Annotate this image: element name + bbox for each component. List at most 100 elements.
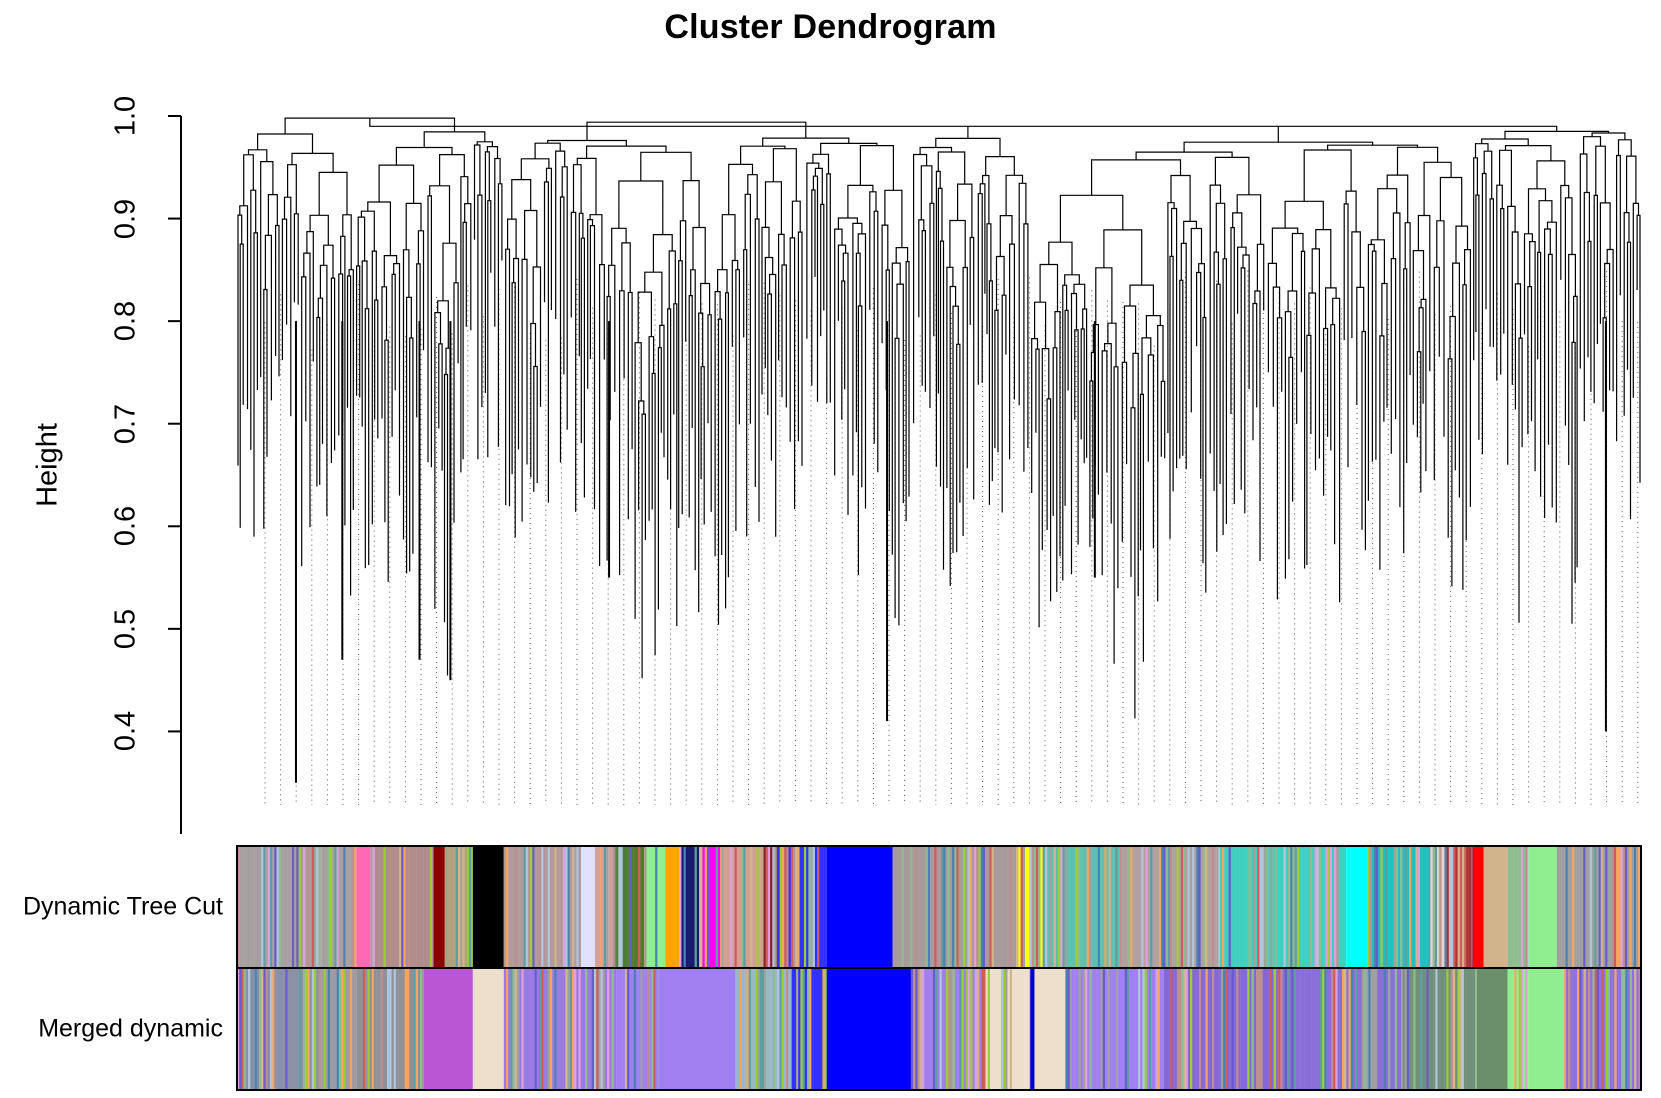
color-stripe — [352, 846, 355, 968]
color-stripe — [650, 846, 654, 968]
color-stripe — [1422, 968, 1425, 1090]
color-stripe — [1211, 846, 1215, 968]
color-stripe — [281, 968, 284, 1090]
color-stripe — [1005, 968, 1008, 1090]
color-stripe — [334, 846, 337, 968]
color-stripe — [1246, 846, 1249, 968]
color-stripe — [1025, 846, 1028, 968]
color-stripe — [952, 968, 956, 1090]
color-stripe — [1390, 968, 1393, 1090]
color-stripe — [287, 968, 290, 1090]
color-stripe — [1420, 846, 1423, 968]
color-stripe — [318, 968, 321, 1090]
color-stripe — [250, 846, 253, 968]
color-stripe — [1470, 846, 1473, 968]
color-stripe — [810, 846, 813, 968]
color-stripe — [618, 846, 621, 968]
color-stripe — [1194, 968, 1197, 1090]
color-stripe — [642, 846, 645, 968]
color-stripe — [1355, 968, 1358, 1090]
color-stripe — [644, 846, 647, 968]
color-stripe — [603, 846, 607, 968]
color-stripe — [770, 968, 774, 1090]
color-stripe — [427, 846, 430, 968]
color-stripe — [696, 846, 700, 968]
color-stripe — [1000, 968, 1004, 1090]
color-stripe — [261, 846, 264, 968]
color-stripe — [316, 968, 319, 1090]
color-stripe — [1240, 968, 1244, 1090]
color-stripe — [569, 968, 573, 1090]
color-stripe — [1270, 846, 1273, 968]
color-stripe — [423, 846, 426, 968]
color-stripe — [616, 968, 619, 1090]
color-stripe — [407, 846, 411, 968]
color-stripe — [980, 846, 984, 968]
color-stripe — [806, 968, 810, 1090]
color-stripe — [444, 846, 448, 968]
color-stripe — [549, 968, 553, 1090]
color-stripe — [1406, 846, 1410, 968]
color-stripe — [1257, 846, 1260, 968]
color-stripe — [412, 846, 415, 968]
color-stripe — [325, 968, 329, 1090]
color-stripe — [1153, 968, 1156, 1090]
color-stripe — [1448, 846, 1452, 968]
color-stripe — [1594, 846, 1597, 968]
color-stripe — [1080, 846, 1083, 968]
color-stripe — [803, 846, 807, 968]
color-stripe — [307, 968, 310, 1090]
color-stripe — [563, 968, 566, 1090]
color-stripe — [1387, 846, 1390, 968]
color-stripe — [571, 968, 575, 1090]
color-stripe — [595, 846, 598, 968]
color-stripe — [609, 968, 612, 1090]
color-stripe — [600, 968, 603, 1090]
color-stripe — [1169, 846, 1173, 968]
color-stripe — [1058, 846, 1061, 968]
color-stripe — [1616, 968, 1619, 1090]
color-stripe — [1398, 846, 1401, 968]
color-stripe — [265, 968, 268, 1090]
color-stripe — [1629, 846, 1632, 968]
color-stripe — [1556, 846, 1560, 968]
color-stripe — [1345, 846, 1347, 968]
color-stripe — [1018, 846, 1021, 968]
color-stripe — [1122, 968, 1125, 1090]
color-stripe — [1443, 846, 1445, 968]
module-color-bars — [236, 845, 1642, 1091]
color-stripe — [543, 846, 546, 968]
color-stripe — [283, 846, 286, 968]
color-stripe — [1474, 968, 1477, 1090]
color-stripe — [1102, 846, 1105, 968]
color-stripe — [692, 846, 695, 968]
color-stripe — [349, 846, 353, 968]
color-stripe — [1216, 846, 1219, 968]
color-stripe — [1250, 846, 1253, 968]
color-stripe — [622, 968, 626, 1090]
color-stripe — [1607, 968, 1611, 1090]
color-stripe — [1310, 846, 1313, 968]
color-stripe — [393, 968, 397, 1090]
color-stripe — [527, 968, 531, 1090]
color-stripe — [414, 846, 417, 968]
color-stripe — [285, 968, 288, 1090]
color-stripe — [699, 846, 701, 968]
color-stripe — [296, 846, 299, 968]
color-stripe — [409, 846, 413, 968]
color-stripe — [1256, 968, 1259, 1090]
color-stripe — [1335, 968, 1338, 1090]
color-stripe — [1038, 846, 1041, 968]
color-stripe — [1226, 846, 1229, 968]
color-stripe — [702, 846, 705, 968]
color-stripe — [1047, 846, 1050, 968]
color-stripe — [905, 846, 909, 968]
color-stripe — [334, 968, 337, 1090]
color-stripe — [1209, 968, 1213, 1090]
color-stripe — [1561, 846, 1564, 968]
color-stripe — [267, 968, 271, 1090]
color-stripe — [460, 846, 463, 968]
color-stripe — [806, 846, 809, 968]
color-stripe — [1624, 846, 1628, 968]
color-stripe — [1308, 968, 1312, 1090]
